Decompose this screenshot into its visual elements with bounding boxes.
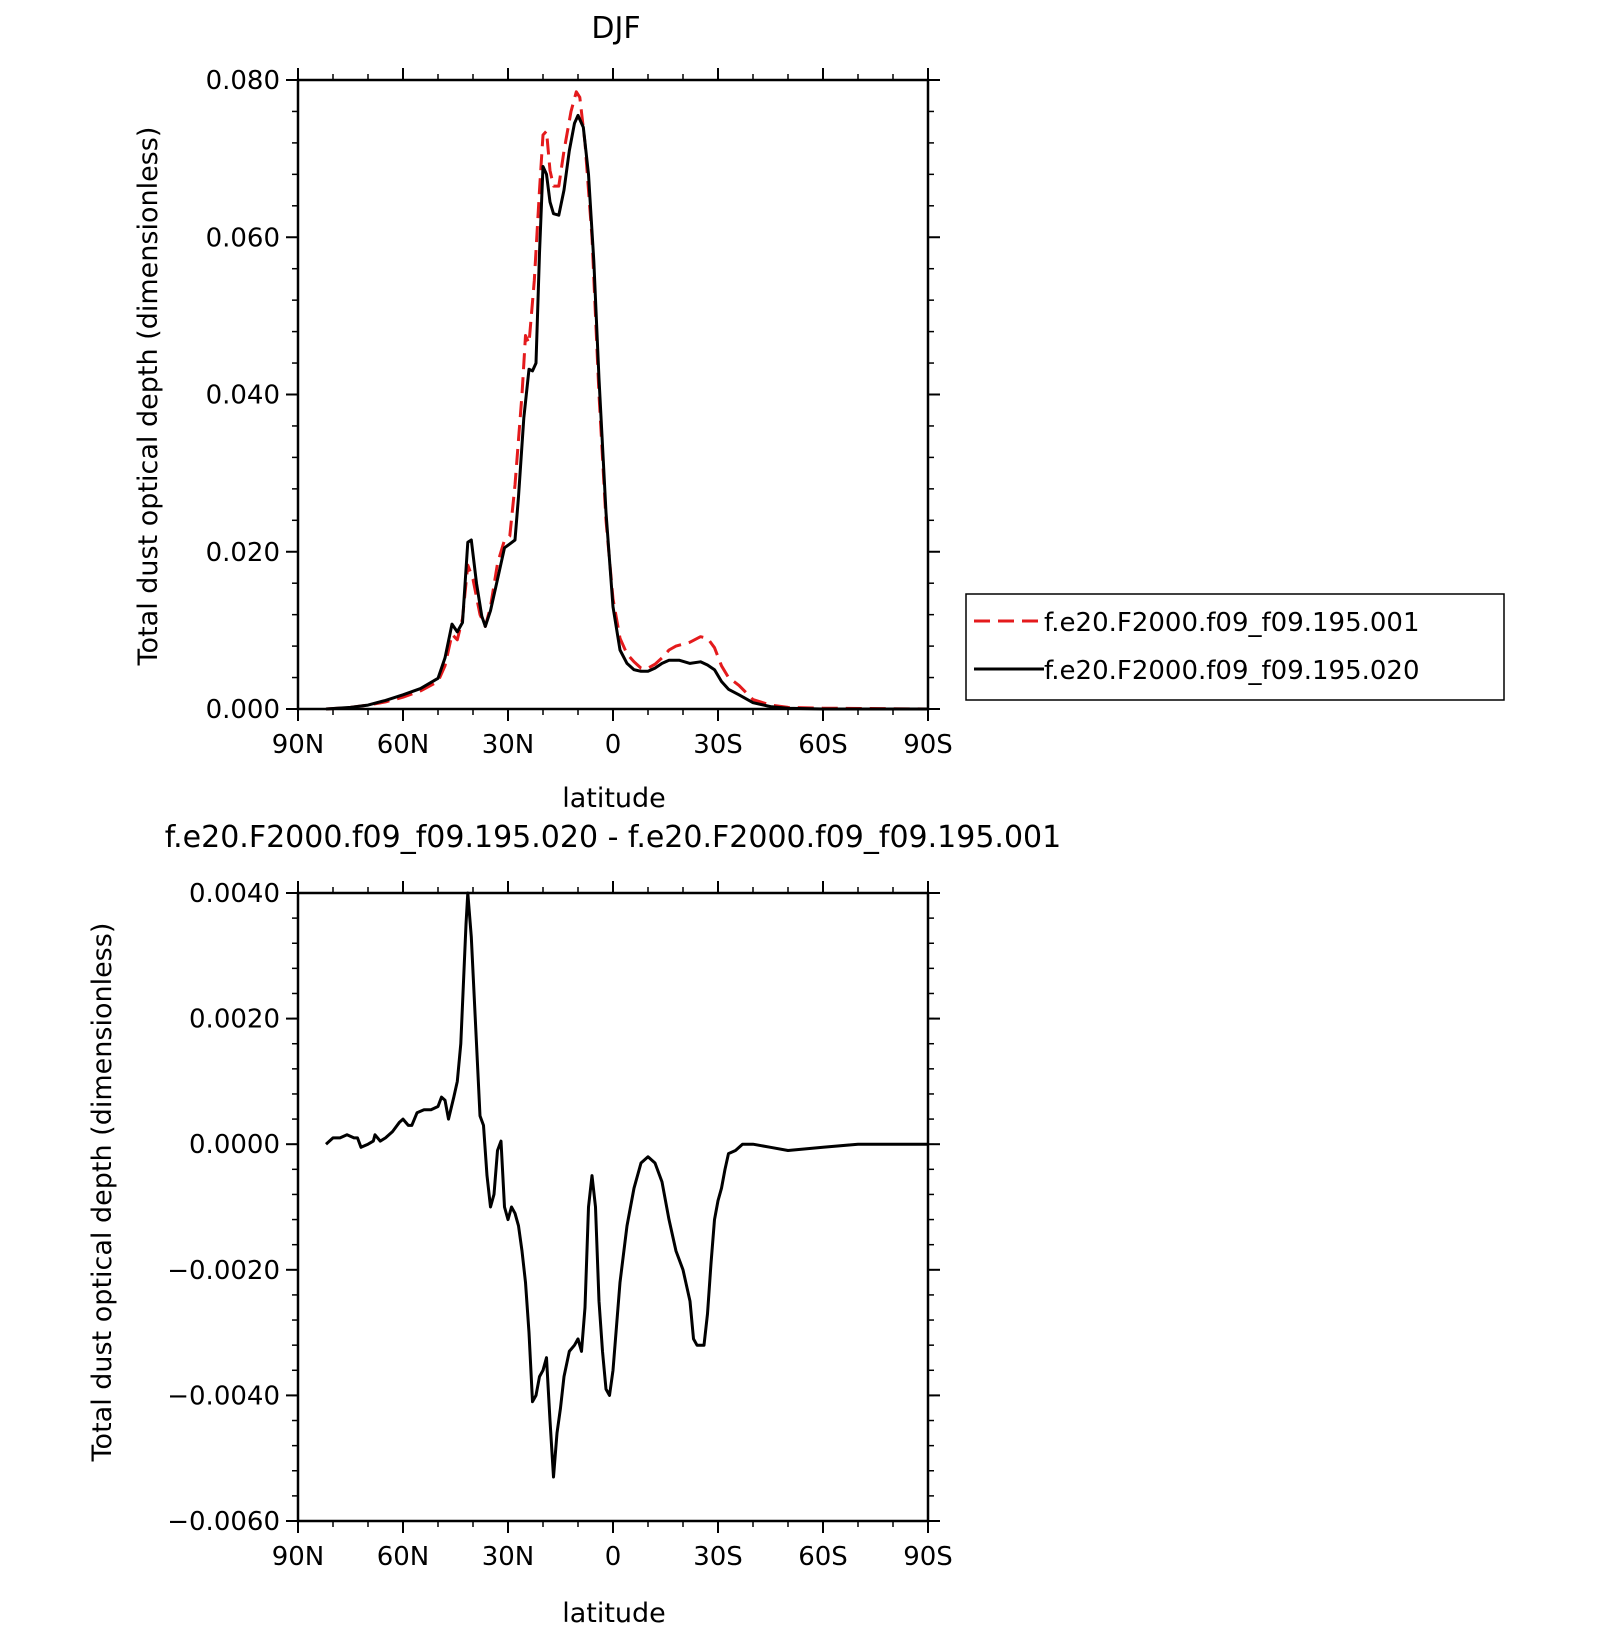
x-tick-label: 30N: [482, 730, 535, 760]
legend: f.e20.F2000.f09_f09.195.001 f.e20.F2000.…: [965, 593, 1505, 701]
x-tick-label: 90S: [903, 1542, 953, 1572]
x-tick-label: 90N: [272, 730, 325, 760]
legend-label-020: f.e20.F2000.f09_f09.195.020: [1044, 656, 1420, 686]
bottom-x-axis-title: latitude: [562, 1598, 666, 1629]
y-tick-label: 0.020: [206, 538, 280, 568]
x-tick-label: 90N: [272, 1542, 325, 1572]
y-tick-label: −0.0060: [167, 1507, 280, 1537]
series-line-0: [325, 90, 929, 711]
series-line-1: [325, 113, 928, 711]
legend-box: [965, 593, 1505, 701]
y-tick-label: 0.080: [206, 66, 280, 96]
x-tick-label: 0: [605, 1542, 622, 1572]
y-tick-label: 0.0000: [189, 1130, 280, 1160]
x-tick-label: 90S: [903, 730, 953, 760]
top-x-axis-title: latitude: [562, 783, 666, 814]
top-plot-frame: [296, 78, 930, 711]
top-series: [325, 90, 929, 711]
top-chart: DJF 90N 60N 30N 0 30S 60S 90S 0.0000.0200.0400…: [133, 11, 1505, 814]
y-tick-label: −0.0040: [167, 1381, 280, 1411]
bottom-chart: f.e20.F2000.f09_f09.195.020 - f.e20.F200…: [87, 820, 1061, 1629]
x-tick-label: 30S: [693, 730, 743, 760]
y-tick-label: 0.060: [206, 223, 280, 253]
bottom-plot-frame: [296, 891, 930, 1523]
x-tick-label: 60S: [798, 730, 848, 760]
x-tick-label: 0: [605, 730, 622, 760]
x-tick-label: 30S: [693, 1542, 743, 1572]
y-tick-label: 0.0040: [189, 879, 280, 909]
y-tick-label: 0.0020: [189, 1005, 280, 1035]
x-tick-label: 60N: [377, 730, 430, 760]
y-tick-label: 0.000: [206, 695, 280, 725]
top-chart-title: DJF: [591, 11, 640, 46]
top-x-ticks: 90N 60N 30N 0 30S 60S 90S: [272, 68, 953, 760]
bottom-y-axis-title: Total dust optical depth (dimensionless): [87, 923, 118, 1463]
y-tick-label: 0.040: [206, 381, 280, 411]
legend-label-001: f.e20.F2000.f09_f09.195.001: [1044, 608, 1420, 638]
top-y-ticks: 0.000 0.020 0.040 0.060 0.080: [206, 66, 940, 725]
x-tick-label: 60N: [377, 1542, 430, 1572]
series-line-0: [324, 891, 928, 1479]
bottom-series: [324, 891, 928, 1479]
top-y-axis-title: Total dust optical depth (dimensionless): [133, 127, 164, 667]
x-tick-label: 30N: [482, 1542, 535, 1572]
bottom-chart-title: f.e20.F2000.f09_f09.195.020 - f.e20.F200…: [165, 820, 1061, 855]
x-tick-label: 60S: [798, 1542, 848, 1572]
bottom-y-ticks: −0.0060 −0.0040 −0.0020 0.0000 0.0020 0.0040: [167, 879, 940, 1537]
y-tick-label: −0.0020: [167, 1256, 280, 1286]
bottom-x-ticks: 90N 60N 30N 0 30S 60S 90S: [272, 881, 953, 1572]
